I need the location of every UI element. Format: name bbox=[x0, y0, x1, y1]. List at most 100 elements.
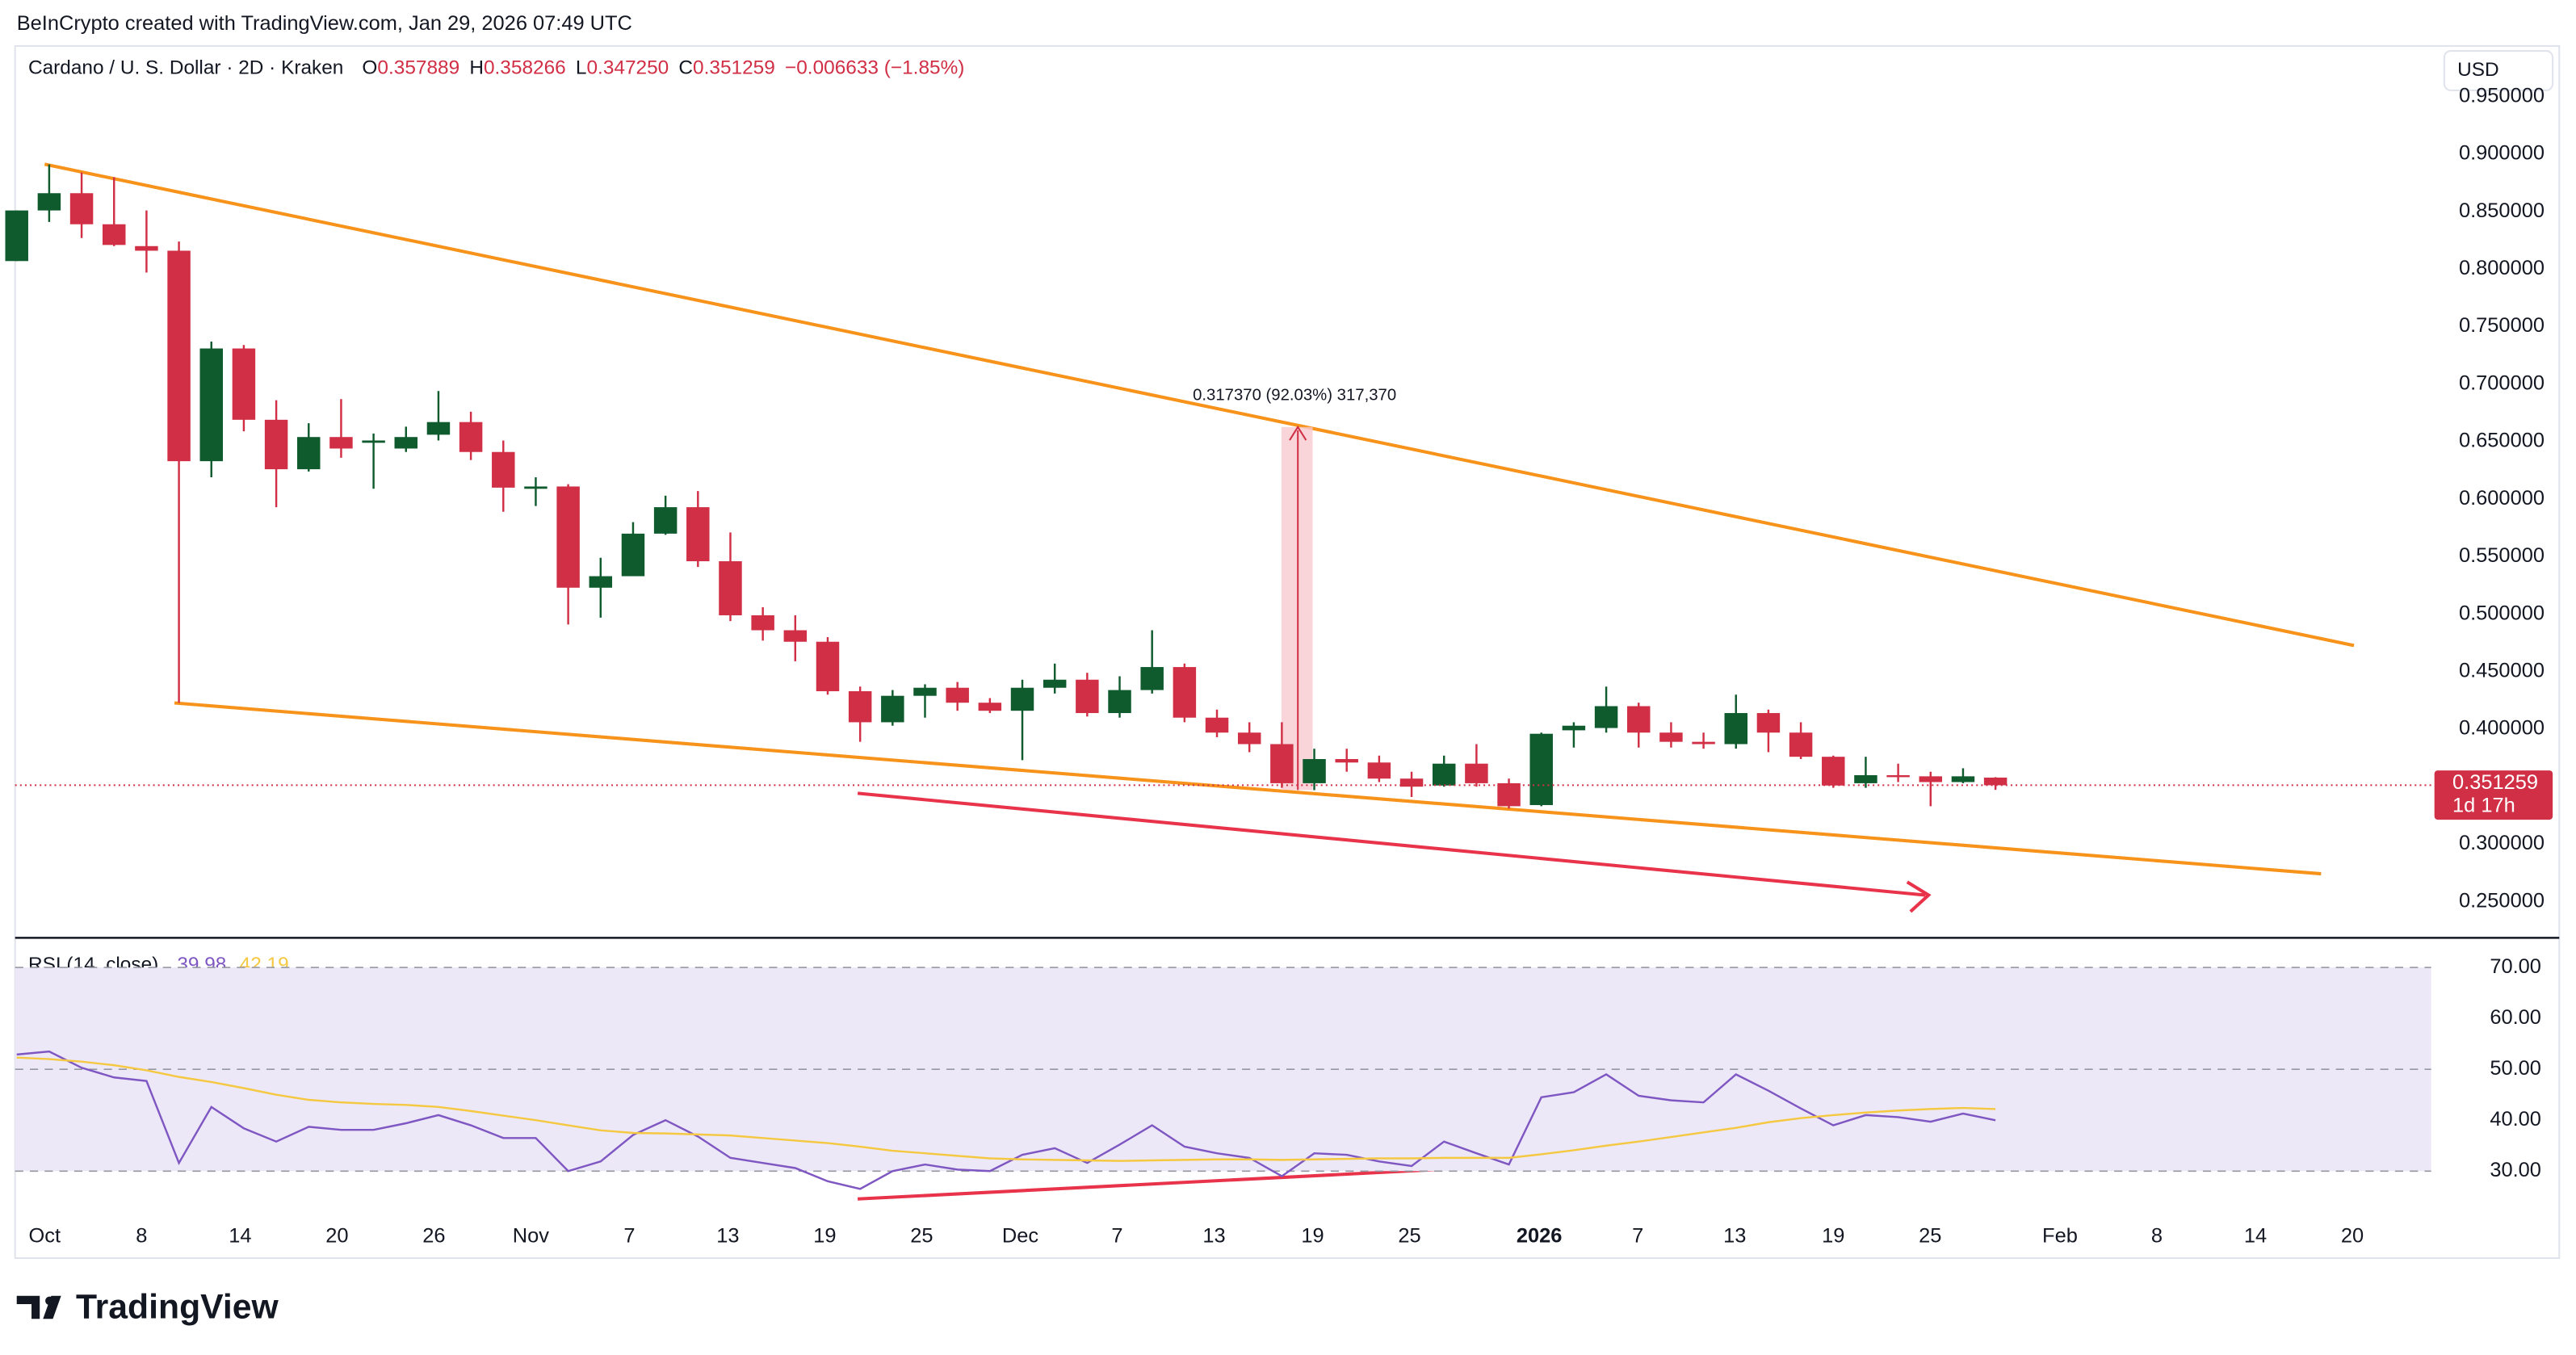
ohlc-key: O bbox=[362, 57, 377, 79]
measure-label: 0.317370 (92.03%) 317,370 bbox=[1193, 387, 1396, 405]
candle-body bbox=[1724, 713, 1747, 745]
y-tick-label: 0.600000 bbox=[2459, 487, 2545, 510]
candle-body bbox=[589, 576, 613, 588]
x-tick-label: Nov bbox=[513, 1224, 549, 1247]
x-tick-label: 19 bbox=[813, 1224, 836, 1247]
candle-body bbox=[459, 422, 483, 452]
y-tick-label: 0.650000 bbox=[2459, 430, 2545, 452]
rsi-line bbox=[16, 1056, 1996, 1162]
candle-body bbox=[1270, 744, 1294, 783]
last-price-box bbox=[2434, 770, 2553, 820]
x-tick-label: 14 bbox=[229, 1224, 251, 1247]
logo-text: TradingView bbox=[76, 1287, 279, 1326]
candle-body bbox=[1789, 732, 1813, 757]
symbol: Cardano / U. S. Dollar · 2D · Kraken bbox=[28, 57, 343, 79]
y-tick-label: 0.550000 bbox=[2459, 544, 2545, 567]
x-tick-label: 13 bbox=[1723, 1224, 1746, 1247]
credit: BeInCrypto created with TradingView.com,… bbox=[17, 12, 632, 35]
measure-arrowhead bbox=[1289, 425, 1307, 441]
candle-body bbox=[1335, 759, 1358, 763]
rsi-line bbox=[16, 1050, 1996, 1190]
candle-body bbox=[1303, 759, 1326, 783]
candle-body bbox=[1854, 774, 1877, 783]
x-tick-label: 25 bbox=[1919, 1224, 1941, 1247]
price-legend: Cardano / U. S. Dollar · 2D · Kraken O 0.… bbox=[28, 57, 964, 79]
x-tick-label: 26 bbox=[422, 1224, 445, 1247]
candle-body bbox=[848, 690, 872, 723]
x-tick-label: Dec bbox=[1002, 1224, 1038, 1247]
candle-body bbox=[135, 245, 158, 251]
candle-body bbox=[1756, 713, 1781, 733]
currency-box[interactable] bbox=[2443, 50, 2554, 91]
y-tick-label: 40.00 bbox=[2490, 1108, 2541, 1131]
x-tick-label: 8 bbox=[2151, 1224, 2163, 1247]
candle-body bbox=[751, 615, 774, 631]
candle-body bbox=[37, 193, 61, 211]
ohlc-key: H bbox=[469, 57, 484, 79]
candle-body bbox=[1692, 741, 1715, 745]
y-tick-label: 0.400000 bbox=[2459, 717, 2545, 740]
candle-body bbox=[719, 561, 742, 615]
y-tick-label: 30.00 bbox=[2490, 1159, 2541, 1181]
candle-body bbox=[394, 437, 418, 449]
candle-body bbox=[978, 703, 1002, 711]
x-tick-label: 13 bbox=[716, 1224, 739, 1247]
candle-body bbox=[1529, 733, 1553, 805]
candle-body bbox=[1043, 679, 1067, 688]
x-tick-label: 19 bbox=[1301, 1224, 1324, 1247]
candle-body bbox=[362, 440, 385, 443]
candle-body bbox=[1497, 782, 1521, 807]
candle-body bbox=[1951, 776, 1975, 782]
price-arrowhead bbox=[1906, 880, 1932, 913]
y-tick-label: 0.700000 bbox=[2459, 371, 2545, 394]
y-tick-label: 60.00 bbox=[2490, 1006, 2541, 1029]
countdown: 1d 17h bbox=[2452, 795, 2515, 817]
x-tick-label: 25 bbox=[910, 1224, 933, 1247]
change: −0.006633 (−1.85%) bbox=[785, 57, 964, 79]
ohlc-key: C bbox=[678, 57, 693, 79]
ohlc-value: 0.347250 bbox=[586, 57, 669, 79]
candle-body bbox=[167, 250, 191, 462]
candle-body bbox=[783, 630, 808, 642]
candle-body bbox=[69, 193, 94, 224]
currency: USD bbox=[2457, 59, 2499, 81]
candle-body bbox=[556, 486, 580, 588]
x-tick-label: Feb bbox=[2042, 1224, 2078, 1247]
candle-body bbox=[297, 437, 321, 470]
candle-body bbox=[1919, 776, 1943, 782]
x-tick-label: 20 bbox=[2341, 1224, 2364, 1247]
candle-body bbox=[492, 451, 515, 488]
ohlc-value: 0.351259 bbox=[693, 57, 775, 79]
x-tick-label: 7 bbox=[1632, 1224, 1643, 1247]
lower-trendline bbox=[174, 701, 2322, 876]
candle-body bbox=[5, 210, 28, 262]
x-tick-label: 25 bbox=[1398, 1224, 1420, 1247]
y-tick-label: 0.750000 bbox=[2459, 314, 2545, 337]
x-tick-label: Oct bbox=[29, 1224, 61, 1247]
y-tick-label: 0.850000 bbox=[2459, 199, 2545, 222]
candle-body bbox=[232, 348, 256, 420]
candle-body bbox=[653, 507, 678, 534]
logo-dot bbox=[45, 1296, 54, 1306]
candle-body bbox=[1432, 763, 1456, 786]
candle-body bbox=[103, 224, 126, 245]
ohlc-key: L bbox=[576, 57, 587, 79]
y-tick-label: 70.00 bbox=[2490, 955, 2541, 978]
y-tick-label: 0.500000 bbox=[2459, 602, 2545, 624]
candle-body bbox=[1465, 763, 1488, 783]
x-tick-label: 13 bbox=[1202, 1224, 1225, 1247]
candle-body bbox=[1886, 774, 1910, 778]
candle-body bbox=[264, 419, 288, 470]
candle-body bbox=[524, 486, 548, 489]
x-tick-label: 7 bbox=[1111, 1224, 1122, 1247]
candle-body bbox=[1173, 667, 1197, 718]
price-divergence-arrow bbox=[857, 791, 1926, 897]
logo: TradingView bbox=[16, 1287, 279, 1326]
candle-body bbox=[1983, 777, 2008, 786]
x-tick-label: 19 bbox=[1822, 1224, 1844, 1247]
y-tick-label: 50.00 bbox=[2490, 1057, 2541, 1080]
candle-body bbox=[199, 348, 223, 462]
y-tick-label: 0.450000 bbox=[2459, 659, 2545, 682]
x-tick-label: 7 bbox=[623, 1224, 635, 1247]
